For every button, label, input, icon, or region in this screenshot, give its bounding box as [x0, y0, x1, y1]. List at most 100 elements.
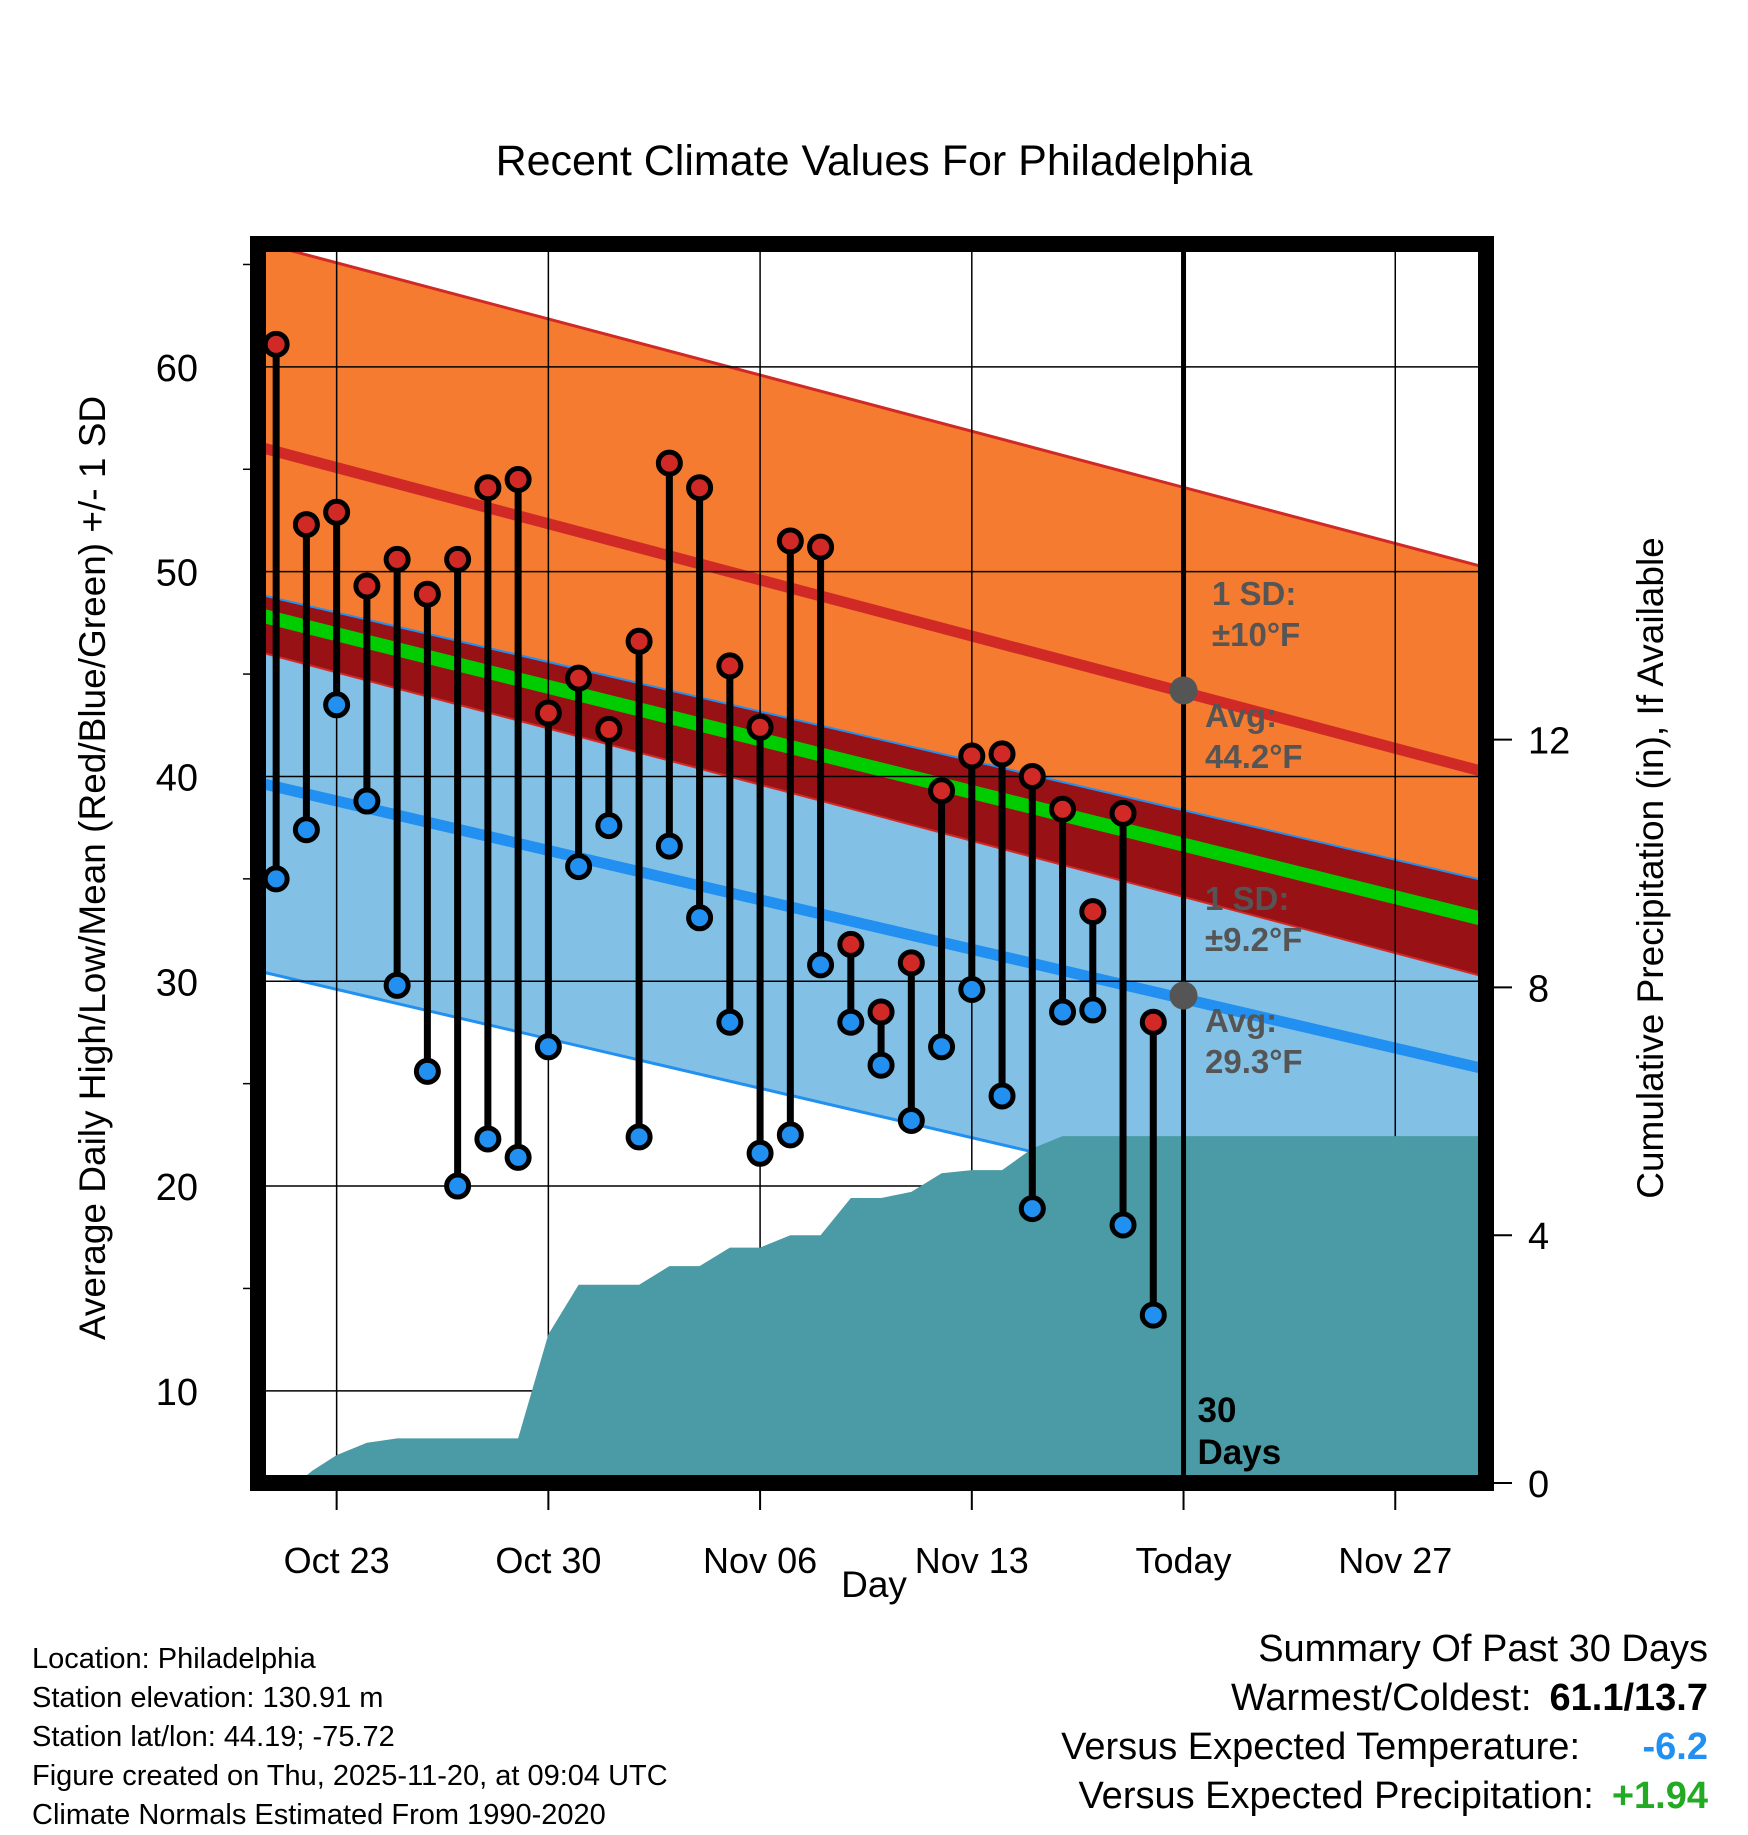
low-point-7	[474, 1125, 502, 1153]
high-sd-lower-line	[258, 650, 1486, 979]
normals-text: Climate Normals Estimated From 1990-2020	[32, 1799, 606, 1831]
high-point-15	[716, 652, 744, 680]
y-tick-label-2: 30	[156, 962, 198, 1004]
y2-tick-label-3: 12	[1528, 721, 1570, 763]
low-point-19	[837, 1008, 865, 1036]
y2-tick-label-0: 0	[1528, 1464, 1549, 1506]
high-sd-annotation: 1 SD: ±10°F	[1212, 575, 1300, 653]
days-label-line-1: Days	[1198, 1433, 1282, 1472]
y-axis-label: Average Daily High/Low/Mean (Red/Blue/Gr…	[72, 396, 113, 1340]
high-point-17	[776, 527, 804, 555]
y-tick-label-3: 40	[156, 757, 198, 799]
high-sd-annotation-line-0: 1 SD:	[1212, 575, 1296, 612]
high-point-26	[1049, 795, 1077, 823]
summary-temp-row: Versus Expected Temperature: -6.2	[1061, 1723, 1708, 1772]
low-point-11	[595, 812, 623, 840]
precip-value: +1.94	[1611, 1775, 1708, 1817]
low-point-17	[776, 1121, 804, 1149]
y-tick-label-4: 50	[156, 553, 198, 595]
low-point-12	[625, 1123, 653, 1151]
low-point-10	[565, 853, 593, 881]
warmest-value: 61.1/13.7	[1549, 1677, 1708, 1719]
high-point-12	[625, 627, 653, 655]
high-normal-line	[258, 441, 1486, 778]
x-tick-label-0: Oct 23	[284, 1540, 390, 1581]
low-point-5	[413, 1057, 441, 1085]
low-avg-marker	[1169, 981, 1198, 1010]
elevation-text: Station elevation: 130.91 m	[32, 1682, 384, 1714]
high-sd-upper-line	[259, 244, 1486, 570]
high-point-5	[413, 580, 441, 608]
high-point-23	[958, 742, 986, 770]
low-point-26	[1049, 998, 1077, 1026]
low-sd-annotation: 1 SD: ±9.2°F	[1205, 880, 1302, 958]
high-point-3	[353, 572, 381, 600]
low-point-22	[928, 1033, 956, 1061]
low-normal-line	[258, 777, 1486, 1075]
high-point-2	[323, 498, 351, 526]
high-point-14	[686, 474, 714, 502]
summary-warmest-row: Warmest/Coldest: 61.1/13.7	[1061, 1674, 1708, 1723]
high-avg-marker	[1169, 676, 1198, 705]
high-point-24	[988, 740, 1016, 768]
summary-precip-row: Versus Expected Precipitation: +1.94	[1061, 1772, 1708, 1821]
low-point-3	[353, 787, 381, 815]
high-point-1	[292, 511, 320, 539]
high-avg-annotation-line-0: Avg:	[1205, 697, 1277, 734]
high-point-0	[262, 330, 290, 358]
summary-panel: Summary Of Past 30 Days Warmest/Coldest:…	[1061, 1625, 1708, 1821]
low-point-15	[716, 1008, 744, 1036]
low-point-20	[867, 1051, 895, 1079]
low-sd-annotation-line-0: 1 SD:	[1205, 880, 1289, 917]
high-point-20	[867, 998, 895, 1026]
high-point-4	[383, 545, 411, 573]
high-point-11	[595, 715, 623, 743]
y2-axis-label: Cumulative Precipitation (in), If Availa…	[1630, 537, 1671, 1199]
axes: 10 20 30 40 50 60 0 4 8 12 Oct 23 Oct 30 Nov 06 Nov 1…	[156, 263, 1570, 1581]
low-point-27	[1079, 996, 1107, 1024]
high-point-21	[897, 949, 925, 977]
chart-title: Recent Climate Values For Philadelphia	[496, 137, 1253, 185]
low-point-18	[807, 951, 835, 979]
low-point-4	[383, 971, 411, 999]
y-tick-label-1: 20	[156, 1167, 198, 1209]
low-point-1	[292, 816, 320, 844]
high-point-19	[837, 930, 865, 958]
high-point-16	[746, 713, 774, 741]
high-point-8	[504, 466, 532, 494]
high-point-13	[655, 449, 683, 477]
x-tick-label-5: Nov 27	[1338, 1540, 1452, 1581]
low-point-16	[746, 1139, 774, 1167]
low-avg-annotation-line-0: Avg:	[1205, 1002, 1277, 1039]
plot-frame	[250, 236, 1494, 1491]
low-sd-annotation-line-1: ±9.2°F	[1205, 921, 1302, 958]
x-axis-label: Day	[841, 1564, 907, 1605]
high-sd-annotation-line-1: ±10°F	[1212, 616, 1300, 653]
high-point-25	[1018, 762, 1046, 790]
high-point-10	[565, 664, 593, 692]
y-tick-label-5: 60	[156, 348, 198, 390]
station-info: Location: Philadelphia Station elevation…	[32, 1640, 668, 1835]
high-avg-annotation: Avg: 44.2°F	[1205, 697, 1303, 775]
high-point-6	[444, 545, 472, 573]
high-point-28	[1109, 799, 1137, 827]
high-point-7	[474, 474, 502, 502]
precipitation-area	[297, 1136, 1486, 1483]
summary-title: Summary Of Past 30 Days	[1258, 1628, 1708, 1670]
low-point-28	[1109, 1211, 1137, 1239]
mean-normal-line	[258, 607, 1486, 927]
y2-tick-label-2: 8	[1528, 968, 1549, 1010]
low-point-6	[444, 1172, 472, 1200]
normals-annotations: 1 SD: ±10°F Avg: 44.2°F 1 SD: ±9.2°F Avg: 29.3°…	[1169, 575, 1303, 1080]
climate-chart: Recent Climate Values For Philadelphia 3…	[72, 137, 1671, 1605]
latlon-text: Station lat/lon: 44.19; -75.72	[32, 1721, 395, 1753]
low-point-2	[323, 691, 351, 719]
low-avg-annotation-line-1: 29.3°F	[1205, 1043, 1303, 1080]
low-point-25	[1018, 1195, 1046, 1223]
high-point-18	[807, 533, 835, 561]
high-point-29	[1139, 1008, 1167, 1036]
x-tick-label-1: Oct 30	[495, 1540, 601, 1581]
low-point-8	[504, 1143, 532, 1171]
low-point-29	[1139, 1301, 1167, 1329]
today-line-group: 30 Days	[1181, 244, 1282, 1483]
